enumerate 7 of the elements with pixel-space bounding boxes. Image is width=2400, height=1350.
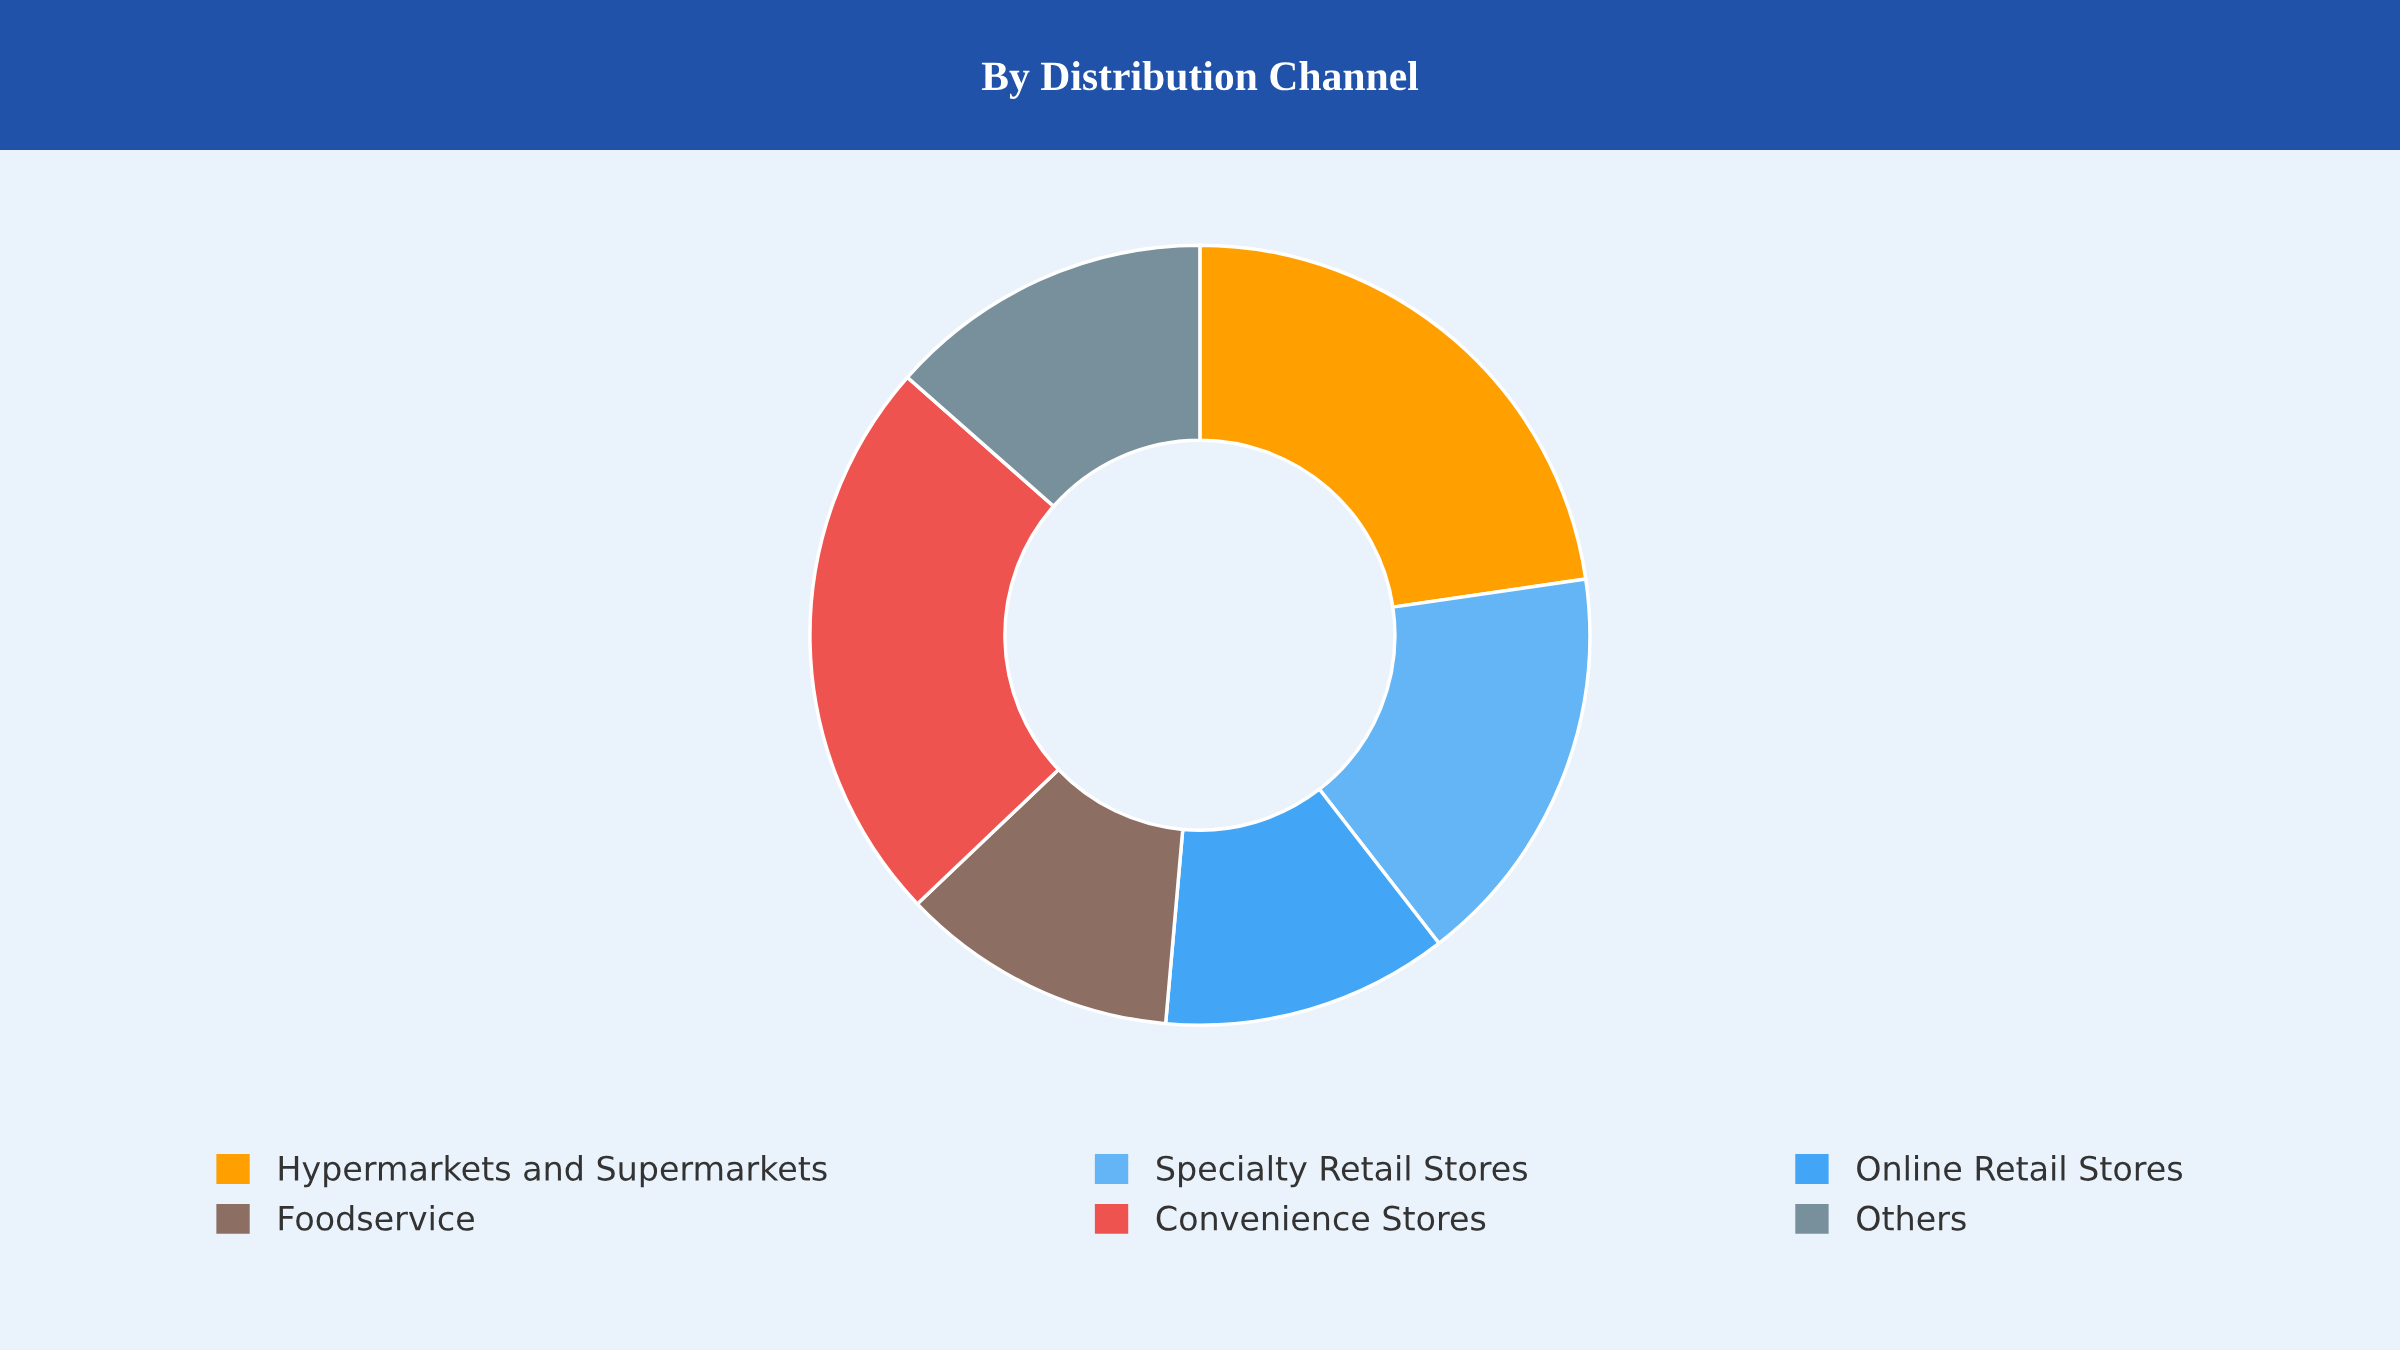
legend-label: Convenience Stores: [1156, 1205, 1486, 1231]
legend-label: Online Retail Stores: [1857, 1155, 2182, 1181]
legend-label: Hypermarkets and Supermarkets: [279, 1155, 827, 1188]
legend-label: Others: [1857, 1205, 1966, 1231]
legend-label: Foodservice: [279, 1205, 474, 1231]
legend-label: Specialty Retail Stores: [1157, 1155, 1527, 1188]
chart-title: By Distribution Channel: [981, 61, 1419, 99]
